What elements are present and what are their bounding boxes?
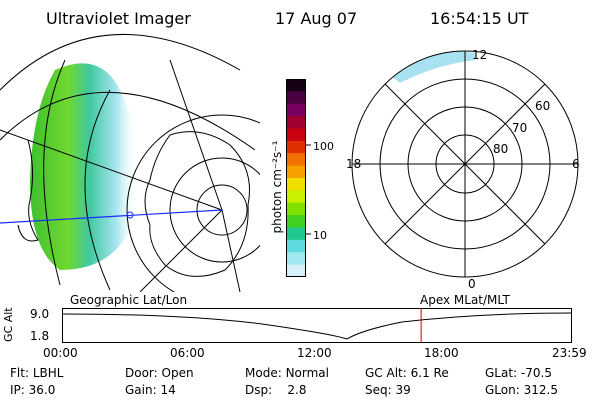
colorbar-stripe [286, 116, 306, 130]
satellite-ground-track [0, 209, 223, 224]
colorbar-tick-10: 10 [313, 229, 327, 242]
door-field: Door: Open [125, 366, 194, 380]
gc-alt-key: GC Alt: [365, 366, 407, 380]
colorbar-stripe [286, 79, 306, 92]
gc-alt-value: 6.1 Re [410, 366, 449, 380]
door-value: Open [161, 366, 194, 380]
mode-value: Normal [285, 366, 329, 380]
lat-label-60: 60 [535, 99, 550, 113]
instrument-title: Ultraviolet Imager [46, 9, 191, 28]
time-tick-0600: 06:00 [170, 346, 205, 360]
time-tick-1800: 18:00 [424, 346, 459, 360]
glat-field: GLat: -70.5 [485, 366, 552, 380]
seq-value: 39 [395, 383, 411, 397]
glon-value: 312.5 [523, 383, 558, 397]
flt-value: LBHL [32, 366, 64, 380]
continent-outline [144, 131, 251, 277]
colorbar-stripe [286, 239, 306, 253]
glat-value: -70.5 [520, 366, 552, 380]
colorbar-stripe [286, 178, 306, 191]
colorbar-stripe [286, 202, 306, 216]
mode-field: Mode: Normal [245, 366, 329, 380]
flt-key: Flt: [10, 366, 29, 380]
door-key: Door: [125, 366, 158, 380]
polar-caption: Apex MLat/MLT [420, 293, 510, 307]
mode-key: Mode: [245, 366, 282, 380]
colorbar-stripe [286, 103, 306, 117]
gain-value: 14 [160, 383, 176, 397]
altitude-tick-high: 9.0 [30, 307, 50, 321]
time-tick-2359: 23:59 [552, 346, 587, 360]
mlt-label-18: 18 [346, 157, 361, 171]
flt-field: Flt: LBHL [10, 366, 63, 380]
polar-aurora-region [390, 51, 475, 83]
colorbar-stripe [286, 190, 306, 204]
mlt-label-0: 0 [468, 277, 476, 290]
dsp-value: 2.8 [287, 383, 307, 397]
ip-field: IP: 36.0 [10, 383, 55, 397]
glat-key: GLat: [485, 366, 518, 380]
dsp-key: Dsp: [245, 383, 273, 397]
geographic-caption: Geographic Lat/Lon [70, 293, 188, 307]
colorbar-stripe [286, 264, 306, 277]
colorbar-stripe [286, 153, 306, 167]
observation-date: 17 Aug 07 [275, 9, 358, 28]
dsp-field: Dsp: 2.8 [245, 383, 307, 397]
altitude-timeline-plot [62, 308, 573, 343]
gain-field: Gain: 14 [125, 383, 176, 397]
gc-alt-field: GC Alt: 6.1 Re [365, 366, 449, 380]
altitude-curve [62, 312, 573, 340]
colorbar-stripe [286, 227, 306, 241]
intensity-colorbar [286, 79, 306, 277]
altitude-axis-label: GC Alt [2, 307, 15, 342]
aurora-emission-region [30, 63, 138, 271]
ip-value: 36.0 [28, 383, 56, 397]
time-tick-1200: 12:00 [297, 346, 332, 360]
seq-key: Seq: [365, 383, 392, 397]
mlt-label-12: 12 [472, 48, 487, 62]
glon-key: GLon: [485, 383, 520, 397]
glon-field: GLon: 312.5 [485, 383, 558, 397]
colorbar-stripe [286, 128, 306, 142]
colorbar-stripe [286, 91, 306, 105]
observation-time: 16:54:15 UT [430, 9, 529, 28]
time-tick-0000: 00:00 [43, 346, 78, 360]
ip-key: IP: [10, 383, 25, 397]
colorbar-unit-label: photon cm⁻²s⁻¹ [270, 140, 284, 234]
lat-label-70: 70 [512, 121, 527, 135]
mlt-label-6: 6 [572, 157, 580, 171]
colorbar-stripe [286, 252, 306, 266]
lat-label-80: 80 [493, 142, 508, 156]
altitude-tick-low: 1.8 [30, 329, 50, 343]
colorbar-stripe [286, 140, 306, 154]
geographic-aurora-map [0, 34, 260, 292]
colorbar-stripe [286, 165, 306, 179]
gain-key: Gain: [125, 383, 157, 397]
colorbar-stripe [286, 215, 306, 229]
seq-field: Seq: 39 [365, 383, 411, 397]
colorbar-axis: 100 10 [306, 140, 334, 242]
colorbar-tick-100: 100 [313, 140, 334, 153]
polar-mlat-mlt-plot: 12 18 6 0 60 70 80 [346, 48, 580, 290]
